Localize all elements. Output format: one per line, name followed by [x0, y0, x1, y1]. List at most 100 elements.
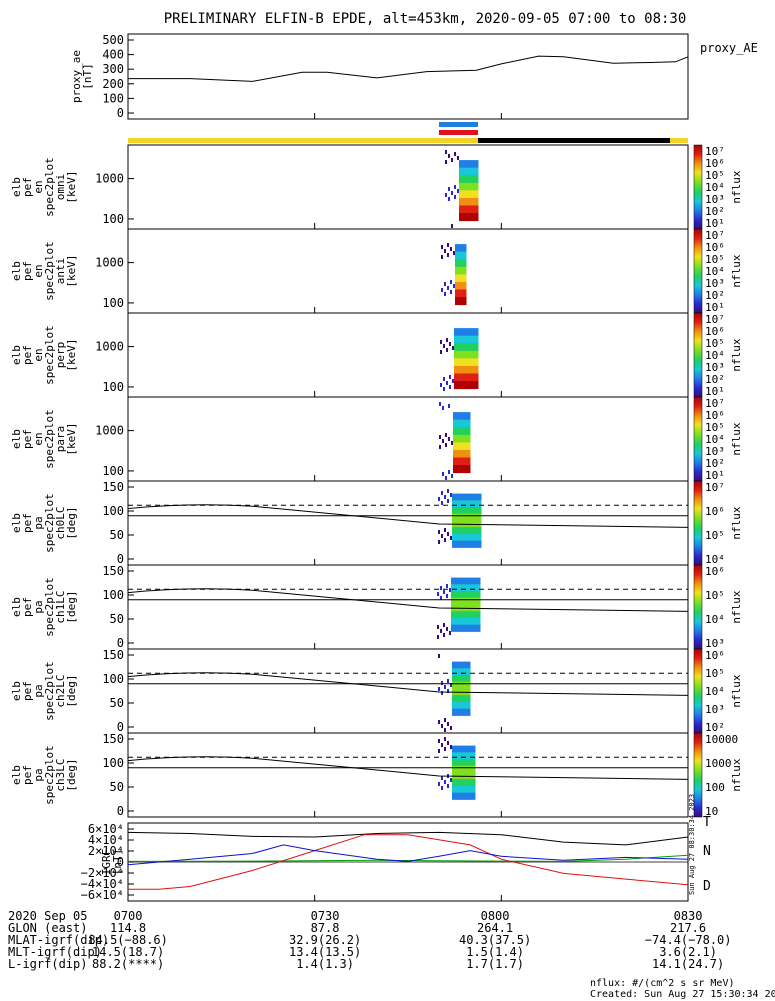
footer-row-label: MLT-igrf(dip) [8, 945, 102, 959]
spec-cell [454, 350, 459, 359]
footer-cell: 14.1(24.7) [652, 957, 725, 971]
footer-cell: −74.4(−78.0) [644, 933, 732, 947]
footer-cell: 264.1 [477, 921, 514, 935]
spec-pixel [449, 631, 451, 635]
colorbar-tick: 10⁶ [705, 505, 725, 518]
spec-pixel [438, 687, 440, 691]
colorbar-tick: 10² [705, 457, 725, 470]
colorbar-tick: 10⁵ [705, 421, 725, 434]
spec-cell [461, 681, 465, 689]
colorbar-label: nflux [730, 506, 743, 539]
ylabel-line: [nT] [81, 63, 94, 90]
spec-cell [462, 244, 465, 253]
spec-cell [454, 381, 459, 390]
colorbar [693, 312, 703, 398]
spec-cell [459, 167, 463, 176]
series-line-proxy_ae [128, 55, 689, 82]
spec-cell [463, 759, 468, 767]
colorbar-tick: 10⁶ [705, 241, 725, 254]
spec-pixel [446, 348, 448, 352]
spec-pixel [441, 786, 443, 790]
spec-cell [461, 527, 467, 535]
spec-pixel [444, 292, 446, 296]
footer-cell: 32.9(26.2) [289, 933, 362, 947]
spec-cell [454, 365, 459, 374]
ylabel-line: en [32, 180, 45, 193]
spec-cell [454, 328, 459, 337]
spec-cell [456, 274, 460, 283]
spec-cell [463, 779, 468, 787]
spec-cell [471, 167, 476, 176]
spec-cell [452, 493, 458, 501]
spec-cell [460, 617, 466, 626]
panels: proxy_ae[nT]5004003002001000proxy_AEelbp… [10, 33, 758, 902]
spec-cell [461, 507, 467, 515]
colorbar-tick: 10² [705, 289, 725, 302]
spec-pixel [440, 586, 442, 590]
footer-cell: 13.4(13.5) [289, 945, 362, 959]
ylabel-line: proxy_ae [70, 50, 83, 103]
colorbar-tick: 10² [705, 721, 725, 734]
spec-pixel [449, 385, 451, 389]
spec-pixel [438, 782, 440, 786]
footer-row-label: L-igrf(dip) [8, 957, 88, 971]
spec-cell [458, 358, 463, 367]
spec-cell [470, 584, 476, 592]
spec-cell [460, 274, 463, 283]
spec-pixel [447, 784, 449, 788]
ylabel-line: pa [32, 768, 45, 781]
spec-cell [461, 661, 465, 669]
spec-cell [462, 365, 467, 374]
spec-cell [474, 167, 479, 176]
spec-cell [461, 427, 465, 436]
ytick-label: 2×10⁴ [88, 844, 124, 858]
ytick-label: 100 [102, 504, 124, 518]
spec-cell [476, 507, 482, 515]
spec-cell [465, 197, 469, 206]
spec-cell [462, 297, 465, 306]
ytick-label: 400 [102, 48, 124, 62]
series-line-T [127, 831, 689, 846]
spec-cell [458, 449, 462, 458]
ylabel-line: [keV] [65, 254, 78, 287]
spec-cell [459, 785, 464, 794]
spec-cell [464, 274, 467, 283]
spec-pixel [441, 491, 443, 495]
footer-row-label: MLAT-igrf(dip) [8, 933, 110, 947]
panel-frame [127, 396, 689, 482]
ylabel-line: pef [21, 429, 34, 449]
colorbar-tick: 10⁶ [705, 565, 725, 578]
footer-row-label: GLON (east) [8, 921, 88, 935]
spec-cell [467, 442, 471, 451]
colorbar-tick: 10 [705, 805, 718, 818]
spec-pixel [440, 350, 442, 354]
spec-cell [474, 343, 479, 352]
spec-cell [467, 792, 472, 800]
spec-cell [470, 617, 476, 626]
spec-cell [453, 419, 457, 428]
ylabel-line: pa [32, 600, 45, 613]
ylabel-line: elb [10, 177, 23, 197]
colorbar-tick: 10⁶ [705, 409, 725, 422]
spec-pixel [443, 377, 445, 381]
spec-cell [461, 419, 465, 428]
loss-cone-curve [127, 504, 689, 528]
spec-cell [455, 465, 460, 474]
spec-pixel [444, 495, 446, 499]
spec-cell [465, 591, 471, 599]
spec-pixel [454, 185, 456, 189]
spec-cell [467, 434, 471, 443]
spec-cell [460, 244, 463, 253]
spec-cell [467, 765, 472, 773]
spec-cell [458, 373, 463, 382]
spec-cell [471, 500, 477, 508]
spec-cell [470, 358, 475, 367]
spec-pixel [445, 443, 447, 447]
spec-cell [458, 434, 462, 443]
spec-cell [476, 500, 482, 508]
spec-cell [462, 350, 467, 359]
spec-cell [466, 373, 471, 382]
spec-cell [455, 289, 458, 298]
spec-cell [467, 419, 471, 428]
